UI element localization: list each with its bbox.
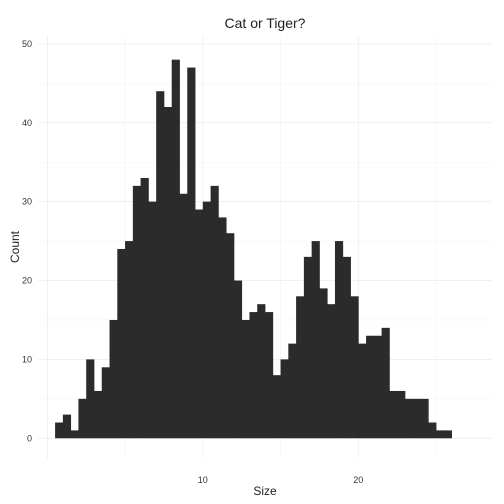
histogram-bar xyxy=(163,106,173,439)
y-tick-label: 50 xyxy=(22,39,32,49)
histogram-bar xyxy=(327,304,336,439)
histogram-bar xyxy=(109,319,118,439)
x-axis-title: Size xyxy=(253,484,277,498)
chart-title: Cat or Tiger? xyxy=(225,15,306,31)
histogram-bar xyxy=(397,390,406,439)
histogram-bar xyxy=(280,359,289,439)
y-tick-label: 10 xyxy=(22,354,32,364)
histogram-bar xyxy=(265,312,274,439)
histogram-bar xyxy=(443,430,452,439)
histogram-bar xyxy=(272,375,281,439)
x-tick-label: 20 xyxy=(353,475,363,485)
x-axis-ticks: 10 20 xyxy=(198,475,363,485)
histogram-bar xyxy=(226,233,235,439)
histogram-bar xyxy=(257,304,266,439)
histogram-bar xyxy=(412,398,421,439)
histogram-bar xyxy=(428,422,437,439)
x-tick-label: 10 xyxy=(198,475,208,485)
histogram-bar xyxy=(140,177,149,439)
histogram-bar xyxy=(132,185,142,439)
histogram-bar xyxy=(179,193,188,439)
histogram-bar xyxy=(241,319,250,439)
histogram-bar xyxy=(296,296,305,439)
histogram-bar xyxy=(202,201,211,439)
histogram-bar xyxy=(101,367,110,439)
y-axis-ticks: 0 10 20 30 40 50 xyxy=(22,39,32,443)
histogram-bar xyxy=(187,67,196,439)
histogram-bar xyxy=(148,201,157,439)
histogram-bar xyxy=(62,414,72,439)
histogram-bar xyxy=(381,327,390,439)
histogram-bar xyxy=(93,390,103,439)
y-tick-label: 20 xyxy=(22,276,32,286)
histogram-bar xyxy=(117,248,126,439)
histogram-bar xyxy=(420,398,429,439)
histogram-bar xyxy=(311,241,320,439)
histogram-bar xyxy=(350,296,359,439)
y-tick-label: 30 xyxy=(22,197,32,207)
histogram-bar xyxy=(171,59,180,439)
histogram-bar xyxy=(210,185,219,439)
histogram-bar xyxy=(288,343,297,439)
y-tick-label: 40 xyxy=(22,118,32,128)
histogram-bar xyxy=(334,241,344,439)
histogram-bar xyxy=(195,209,204,439)
histogram-bar xyxy=(70,430,79,439)
histogram-bar xyxy=(404,398,414,439)
histogram-bar xyxy=(366,335,375,439)
histogram-bar xyxy=(156,91,165,439)
histogram-bar xyxy=(436,430,445,439)
y-axis-title: Count xyxy=(8,230,22,263)
histogram-bars xyxy=(55,59,452,439)
histogram-bar xyxy=(373,335,383,439)
histogram-bar xyxy=(78,398,87,439)
histogram-bar xyxy=(125,241,134,439)
histogram-bar xyxy=(319,288,328,439)
histogram-bar xyxy=(233,280,243,439)
histogram-bar xyxy=(55,422,64,439)
histogram-bar xyxy=(389,390,398,439)
histogram-bar xyxy=(86,359,95,439)
histogram-bar xyxy=(303,256,313,439)
histogram-bar xyxy=(358,343,367,439)
y-tick-label: 0 xyxy=(27,433,32,443)
histogram-bar xyxy=(342,256,351,439)
histogram-bar xyxy=(249,312,258,439)
histogram-bar xyxy=(218,217,227,439)
